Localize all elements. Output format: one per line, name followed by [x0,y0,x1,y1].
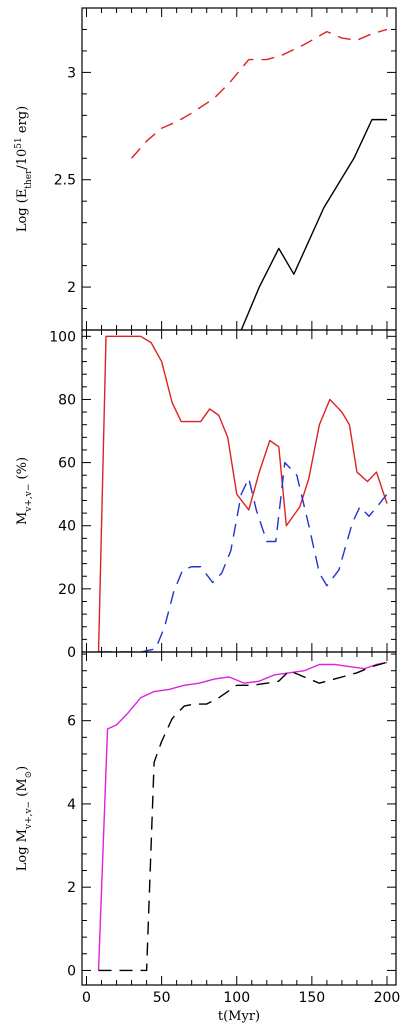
series-line-top-2 [240,118,387,330]
panel-frame [81,7,397,331]
x-axis-label: t(Myr) [218,1009,260,1024]
series-line-top-1 [131,28,388,159]
series-line-middle-1 [97,335,388,652]
x-tick-label: 50 [153,990,171,1006]
y-tick-label: 2 [67,880,76,896]
y-tick-label: 80 [58,392,76,408]
panel-frame [81,651,397,986]
y-tick-label: 60 [58,456,76,472]
x-tick-label: 150 [298,990,325,1006]
y-tick-label: 2 [67,280,76,296]
y-tick-label: 6 [67,714,76,730]
y-axis-label: Log Mv+,v− (M⊙) [15,766,34,872]
x-tick-label: 200 [374,990,401,1006]
y-axis-label: Log (Ether/1051 erg) [14,106,34,232]
x-tick-label: 100 [223,990,250,1006]
panel-top: 2 2.5 3 Log (Ether/1051 erg) [14,7,397,331]
y-tick-label: 0 [67,963,76,979]
panel-frame [81,329,397,653]
y-tick-label: 100 [49,329,76,345]
y-tick-label: 40 [58,519,76,535]
y-tick-label: 0 [67,645,76,661]
y-tick-label: 4 [67,797,76,813]
x-tick-label: 0 [82,990,91,1006]
y-tick-label: 20 [58,582,76,598]
panel-bottom: 0 2 4 6 Log Mv+,v− (M⊙) [15,651,397,986]
y-axis-label: Mv+,v− (%) [15,457,34,525]
y-tick-label: 3 [67,65,76,81]
series-line-bottom-1 [97,661,388,971]
series-line-bottom-2 [98,661,388,972]
series-line-middle-2 [98,461,388,652]
panel-middle: 0 20 40 60 80 100 Mv+,v− (%) [15,329,397,661]
y-tick-label: 2.5 [54,173,76,189]
